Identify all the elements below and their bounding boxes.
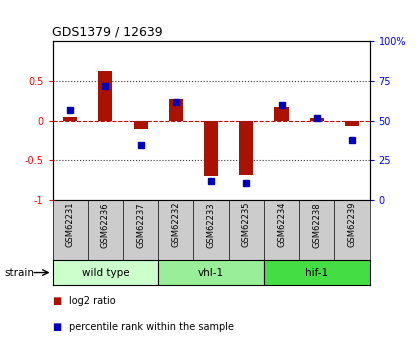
Text: GSM62235: GSM62235 — [242, 202, 251, 247]
Text: wild type: wild type — [81, 268, 129, 277]
Bar — [63, 117, 77, 121]
Bar — [123, 200, 158, 260]
Bar — [228, 200, 264, 260]
Bar — [310, 118, 324, 121]
Bar — [334, 200, 370, 260]
Text: GSM62239: GSM62239 — [347, 202, 357, 247]
Text: GSM62231: GSM62231 — [66, 202, 75, 247]
Bar — [88, 200, 123, 260]
Bar — [264, 200, 299, 260]
Bar — [299, 200, 334, 260]
Text: strain: strain — [4, 268, 34, 277]
Text: percentile rank within the sample: percentile rank within the sample — [69, 323, 234, 332]
Bar — [264, 260, 370, 285]
Bar — [52, 200, 88, 260]
Text: vhl-1: vhl-1 — [198, 268, 224, 277]
Bar — [52, 260, 158, 285]
Text: GSM62237: GSM62237 — [136, 202, 145, 247]
Text: GSM62234: GSM62234 — [277, 202, 286, 247]
Bar — [169, 99, 183, 121]
Text: ■: ■ — [52, 323, 62, 332]
Bar — [158, 200, 194, 260]
Text: hif-1: hif-1 — [305, 268, 328, 277]
Bar — [275, 107, 289, 121]
Text: GSM62238: GSM62238 — [312, 202, 321, 247]
Text: GSM62233: GSM62233 — [207, 202, 215, 247]
Bar — [158, 260, 264, 285]
Text: log2 ratio: log2 ratio — [69, 296, 116, 306]
Text: GDS1379 / 12639: GDS1379 / 12639 — [52, 26, 163, 39]
Bar — [134, 121, 148, 129]
Bar — [239, 121, 253, 175]
Text: GSM62236: GSM62236 — [101, 202, 110, 247]
Bar — [204, 121, 218, 176]
Text: ■: ■ — [52, 296, 62, 306]
Bar — [194, 200, 228, 260]
Bar — [98, 71, 113, 121]
Bar — [345, 121, 359, 126]
Text: GSM62232: GSM62232 — [171, 202, 180, 247]
